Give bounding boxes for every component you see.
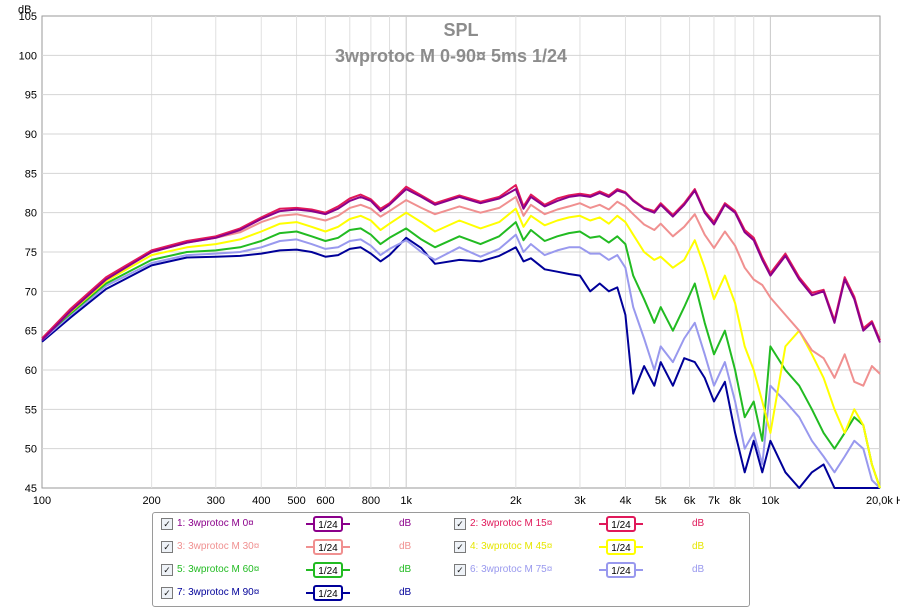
y-tick-label: 70 [25, 286, 37, 298]
y-tick-label: 80 [25, 208, 37, 220]
legend-item: ✓ 1: 3wprotoc M 0¤ 1/24 dB [161, 516, 446, 532]
series-line-1 [41, 188, 881, 343]
legend: ✓ 1: 3wprotoc M 0¤ 1/24 dB ✓ 2: 3wprotoc M 15… [152, 512, 750, 607]
y-tick-label: 65 [25, 326, 37, 338]
x-tick-label: 600 [316, 495, 334, 507]
y-tick-label: 75 [25, 247, 37, 259]
legend-label: 3: 3wprotoc M 30¤ [177, 541, 260, 552]
legend-unit: dB [692, 518, 705, 529]
legend-unit: dB [692, 564, 705, 575]
chart-subtitle: 3wprotoc M 0-90¤ 5ms 1/24 [335, 46, 567, 66]
legend-smoothing-swatch[interactable]: 1/24 [306, 516, 350, 532]
legend-smoothing-swatch[interactable]: 1/24 [306, 585, 350, 601]
x-tick-label: 4k [620, 495, 632, 507]
x-tick-label: 7k [708, 495, 720, 507]
x-tick-label: 3k [574, 495, 586, 507]
series-line-4 [41, 207, 881, 489]
y-tick-label: 85 [25, 168, 37, 180]
legend-smoothing-label: 1/24 [318, 520, 338, 531]
legend-item: ✓ 2: 3wprotoc M 15¤ 1/24 dB [454, 516, 739, 532]
legend-item: ✓ 5: 3wprotoc M 60¤ 1/24 dB [161, 562, 446, 578]
legend-smoothing-label: 1/24 [318, 543, 338, 554]
legend-checkbox[interactable]: ✓ [454, 518, 466, 530]
x-tick-label: 5k [655, 495, 667, 507]
y-tick-label: 50 [25, 444, 37, 456]
legend-smoothing-swatch[interactable]: 1/24 [599, 516, 643, 532]
legend-checkbox[interactable]: ✓ [161, 587, 173, 599]
spl-chart: 45 50 55 60 65 70 75 80 85 90 95 100 105 100 200 300 40… [18, 4, 900, 507]
x-tick-label: 100 [33, 495, 51, 507]
legend-checkbox[interactable]: ✓ [161, 564, 173, 576]
x-tick-label: 200 [142, 495, 160, 507]
series-line-3 [41, 195, 881, 387]
y-tick-labels: 45 50 55 60 65 70 75 80 85 90 95 100 105 [19, 11, 37, 495]
y-tick-label: 100 [19, 50, 37, 62]
legend-checkbox[interactable]: ✓ [161, 541, 173, 553]
legend-smoothing-label: 1/24 [318, 566, 338, 577]
y-axis-label: dB [18, 4, 31, 16]
legend-item: ✓ 4: 3wprotoc M 45¤ 1/24 dB [454, 539, 739, 555]
grid-lines [42, 16, 880, 488]
legend-unit: dB [399, 518, 412, 529]
legend-label: 6: 3wprotoc M 75¤ [470, 564, 553, 575]
legend-item: ✓ 3: 3wprotoc M 30¤ 1/24 dB [161, 539, 446, 555]
legend-item: ✓ 6: 3wprotoc M 75¤ 1/24 dB [454, 562, 739, 578]
x-tick-label: 8k [729, 495, 741, 507]
x-tick-label: 300 [207, 495, 225, 507]
legend-smoothing-swatch[interactable]: 1/24 [599, 562, 643, 578]
legend-smoothing-swatch[interactable]: 1/24 [306, 539, 350, 555]
x-tick-label: 10k [761, 495, 779, 507]
y-tick-label: 55 [25, 404, 37, 416]
x-tick-label: 800 [362, 495, 380, 507]
legend-smoothing-label: 1/24 [611, 543, 631, 554]
legend-label: 2: 3wprotoc M 15¤ [470, 518, 553, 529]
series-line-7 [41, 236, 880, 489]
series-line-5 [41, 221, 881, 489]
legend-label: 5: 3wprotoc M 60¤ [177, 564, 260, 575]
y-tick-label: 45 [25, 483, 37, 495]
y-tick-label: 60 [25, 365, 37, 377]
x-tick-labels: 100 200 300 400 500 600 800 1k 2k 3k 4k 5k 6k 7k 8k 10k… [33, 495, 900, 507]
series-lines [41, 184, 881, 489]
legend-checkbox[interactable]: ✓ [161, 518, 173, 530]
x-tick-label: 6k [684, 495, 696, 507]
legend-item: ✓ 7: 3wprotoc M 90¤ 1/24 dB [161, 585, 446, 601]
legend-smoothing-swatch[interactable]: 1/24 [599, 539, 643, 555]
legend-unit: dB [399, 564, 412, 575]
x-tick-label: 2k [510, 495, 522, 507]
legend-label: 7: 3wprotoc M 90¤ [177, 587, 260, 598]
legend-unit: dB [399, 541, 412, 552]
chart-title: SPL [443, 20, 478, 40]
x-tick-label: 20,0k Hz [866, 495, 900, 507]
x-tick-label: 400 [252, 495, 270, 507]
y-tick-label: 95 [25, 90, 37, 102]
legend-label: 1: 3wprotoc M 0¤ [177, 518, 254, 529]
legend-unit: dB [399, 587, 412, 598]
legend-checkbox[interactable]: ✓ [454, 564, 466, 576]
legend-smoothing-label: 1/24 [318, 589, 338, 600]
series-line-2 [41, 184, 881, 341]
y-tick-label: 90 [25, 129, 37, 141]
x-tick-label: 1k [400, 495, 412, 507]
legend-unit: dB [692, 541, 705, 552]
legend-label: 4: 3wprotoc M 45¤ [470, 541, 553, 552]
legend-smoothing-swatch[interactable]: 1/24 [306, 562, 350, 578]
x-tick-label: 500 [287, 495, 305, 507]
legend-smoothing-label: 1/24 [611, 520, 631, 531]
legend-checkbox[interactable]: ✓ [454, 541, 466, 553]
y-tick-label: 105 [19, 11, 37, 23]
series-line-6 [41, 233, 881, 489]
legend-smoothing-label: 1/24 [611, 566, 631, 577]
